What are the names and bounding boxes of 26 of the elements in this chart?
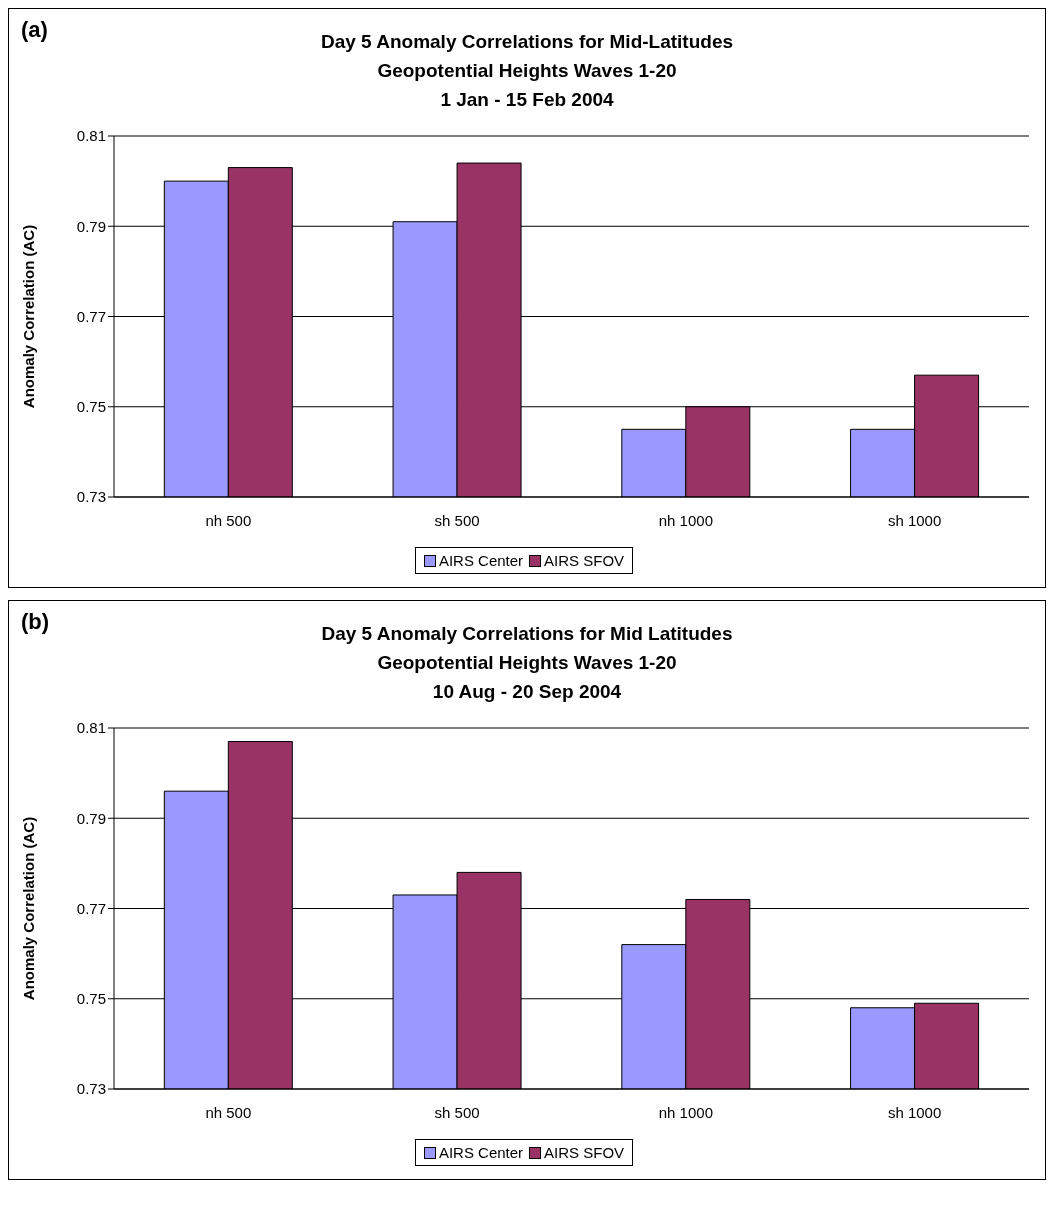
text: (a) — [21, 17, 48, 43]
y-axis-title: Anomaly Correlation (AC) — [20, 816, 38, 1001]
y-tick-label: 0.77 — [76, 307, 106, 325]
y-axis-title: Anomaly Correlation (AC) — [20, 224, 38, 409]
text: (b) — [21, 609, 50, 635]
x-tick-label: nh 500 — [205, 1103, 252, 1121]
x-tick-label: sh 1000 — [887, 1103, 942, 1121]
y-tick-label: 0.75 — [76, 990, 106, 1008]
x-tick-label: sh 500 — [434, 511, 480, 529]
x-tick-label: nh 1000 — [658, 511, 713, 529]
legend-label: AIRS Center — [437, 1144, 524, 1161]
x-tick-label: nh 500 — [205, 511, 252, 529]
y-tick-label: 0.81 — [76, 719, 106, 737]
x-tick-label: nh 1000 — [658, 1103, 713, 1121]
legend-label: AIRS SFOV — [543, 552, 625, 569]
legend-label: AIRS Center — [437, 552, 524, 569]
y-tick-label: 0.73 — [76, 1080, 106, 1098]
y-tick-label: 0.77 — [76, 899, 106, 917]
y-tick-label: 0.81 — [76, 127, 106, 145]
y-tick-label: 0.73 — [76, 488, 106, 506]
x-tick-label: sh 500 — [434, 1103, 480, 1121]
y-tick-label: 0.75 — [76, 398, 106, 416]
y-tick-label: 0.79 — [76, 809, 106, 827]
x-tick-label: sh 1000 — [887, 511, 942, 529]
y-tick-label: 0.79 — [76, 217, 106, 235]
legend-label: AIRS SFOV — [543, 1144, 625, 1161]
